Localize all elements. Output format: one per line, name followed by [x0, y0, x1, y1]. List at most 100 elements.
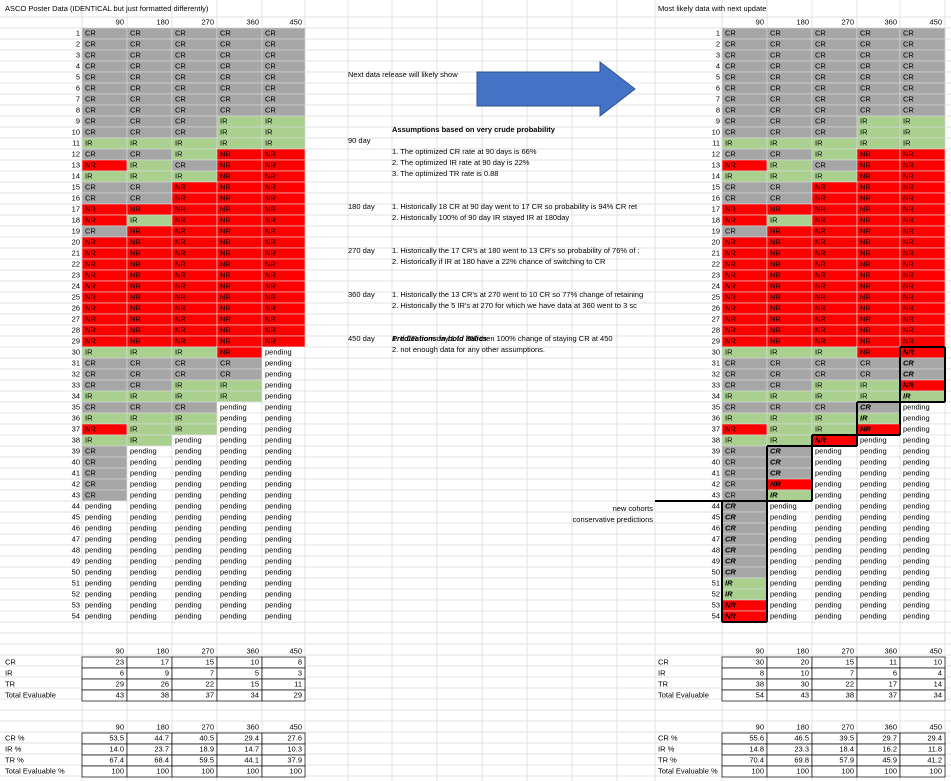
cell-value: CR	[770, 127, 781, 136]
cell-value: pending	[903, 490, 930, 499]
cell-value: pending	[903, 556, 930, 565]
cell-value: NR	[265, 259, 276, 268]
cell-value: CR	[130, 61, 141, 70]
row-number: 19	[72, 226, 80, 235]
table-value: 23.7	[154, 744, 169, 753]
table-value: 23.3	[794, 744, 809, 753]
row-number: 49	[712, 556, 720, 565]
cell-value: NR	[903, 171, 914, 180]
note-line: 1. If CR from day 1 to 360 then 100% cha…	[392, 334, 613, 343]
cell-value: NR	[130, 226, 141, 235]
table-value: 44.7	[154, 733, 169, 742]
cell-value: CR	[815, 402, 826, 411]
cell-value: CR	[770, 358, 781, 367]
cell-value: pending	[265, 446, 292, 455]
cell-value: CR	[130, 149, 141, 158]
cell-value: IR	[770, 391, 778, 400]
cell-value: IR	[175, 391, 183, 400]
cell-value: NR	[175, 248, 186, 257]
row-number: 3	[76, 50, 80, 59]
cell-value: pending	[903, 545, 930, 554]
cell-value: CR	[903, 72, 914, 81]
cell-value: pending	[220, 479, 247, 488]
row-number: 31	[72, 358, 80, 367]
row-number: 47	[712, 534, 720, 543]
cell-value: pending	[770, 611, 797, 620]
cell-value: CR	[725, 127, 736, 136]
cell-value: IR	[175, 138, 183, 147]
cell-value: CR	[130, 50, 141, 59]
cell-value: IR	[860, 380, 868, 389]
cell-value: CR	[725, 61, 736, 70]
row-number: 38	[72, 435, 80, 444]
cell-value: pending	[220, 600, 247, 609]
cell-value: CR	[725, 523, 736, 532]
cell-value: CR	[725, 479, 736, 488]
cell-value: CR	[770, 61, 781, 70]
table-value: 100	[841, 766, 854, 775]
cell-value: IR	[770, 215, 778, 224]
cell-value: NR	[220, 149, 231, 158]
cell-value: pending	[265, 380, 292, 389]
cell-value: IR	[770, 413, 778, 422]
cell-value: pending	[220, 424, 247, 433]
row-number: 26	[712, 303, 720, 312]
cell-value: NR	[903, 259, 914, 268]
cell-value: NR	[175, 325, 186, 334]
cell-value: CR	[770, 149, 781, 158]
cell-value: NR	[815, 215, 826, 224]
cell-value: CR	[903, 105, 914, 114]
cell-value: CR	[220, 105, 231, 114]
cell-value: pending	[130, 611, 157, 620]
row-number: 14	[72, 171, 80, 180]
cell-value: IR	[770, 138, 778, 147]
cell-value: pending	[815, 589, 842, 598]
row-number: 16	[712, 193, 720, 202]
cell-value: pending	[130, 556, 157, 565]
cell-value: pending	[860, 490, 887, 499]
row-number: 13	[712, 160, 720, 169]
cell-value: pending	[85, 501, 112, 510]
column-header: 360	[884, 17, 897, 26]
cell-value: CR	[85, 61, 96, 70]
table-value: 15	[251, 679, 259, 688]
cell-value: pending	[175, 523, 202, 532]
cell-value: NR	[175, 281, 186, 290]
table-header: 270	[841, 646, 854, 655]
row-number: 48	[712, 545, 720, 554]
cell-value: pending	[220, 611, 247, 620]
table-value: 8	[760, 668, 764, 677]
cell-value: NR	[860, 171, 871, 180]
cell-value: NR	[85, 248, 96, 257]
cell-value: NR	[770, 237, 781, 246]
cell-value: CR	[265, 39, 276, 48]
cell-value: pending	[815, 490, 842, 499]
cell-value: NR	[770, 226, 781, 235]
table-value: 9	[165, 668, 169, 677]
cell-value: CR	[175, 127, 186, 136]
group-label: 360 day	[348, 290, 375, 299]
cell-value: pending	[265, 567, 292, 576]
column-header: 180	[156, 17, 169, 26]
cell-value: pending	[265, 611, 292, 620]
table-cell	[899, 765, 946, 778]
cell-value: pending	[265, 534, 292, 543]
row-number: 25	[712, 292, 720, 301]
table-row-label: Total Evaluable %	[5, 766, 65, 775]
cell-value: CR	[130, 182, 141, 191]
row-number: 52	[72, 589, 80, 598]
cell-value: CR	[85, 402, 96, 411]
table-value: 23	[116, 657, 124, 666]
cell-value: CR	[220, 72, 231, 81]
cell-value: NR	[860, 270, 871, 279]
cell-value: pending	[770, 545, 797, 554]
cell-value: NR	[265, 182, 276, 191]
cell-value: CR	[815, 127, 826, 136]
cell-value: IR	[85, 171, 93, 180]
row-number: 1	[716, 28, 720, 37]
note: conservative predictions	[573, 515, 654, 524]
cell-value: NR	[903, 193, 914, 202]
cell-value: NR	[265, 270, 276, 279]
cell-value: NR	[770, 281, 781, 290]
cell-value: NR	[175, 204, 186, 213]
